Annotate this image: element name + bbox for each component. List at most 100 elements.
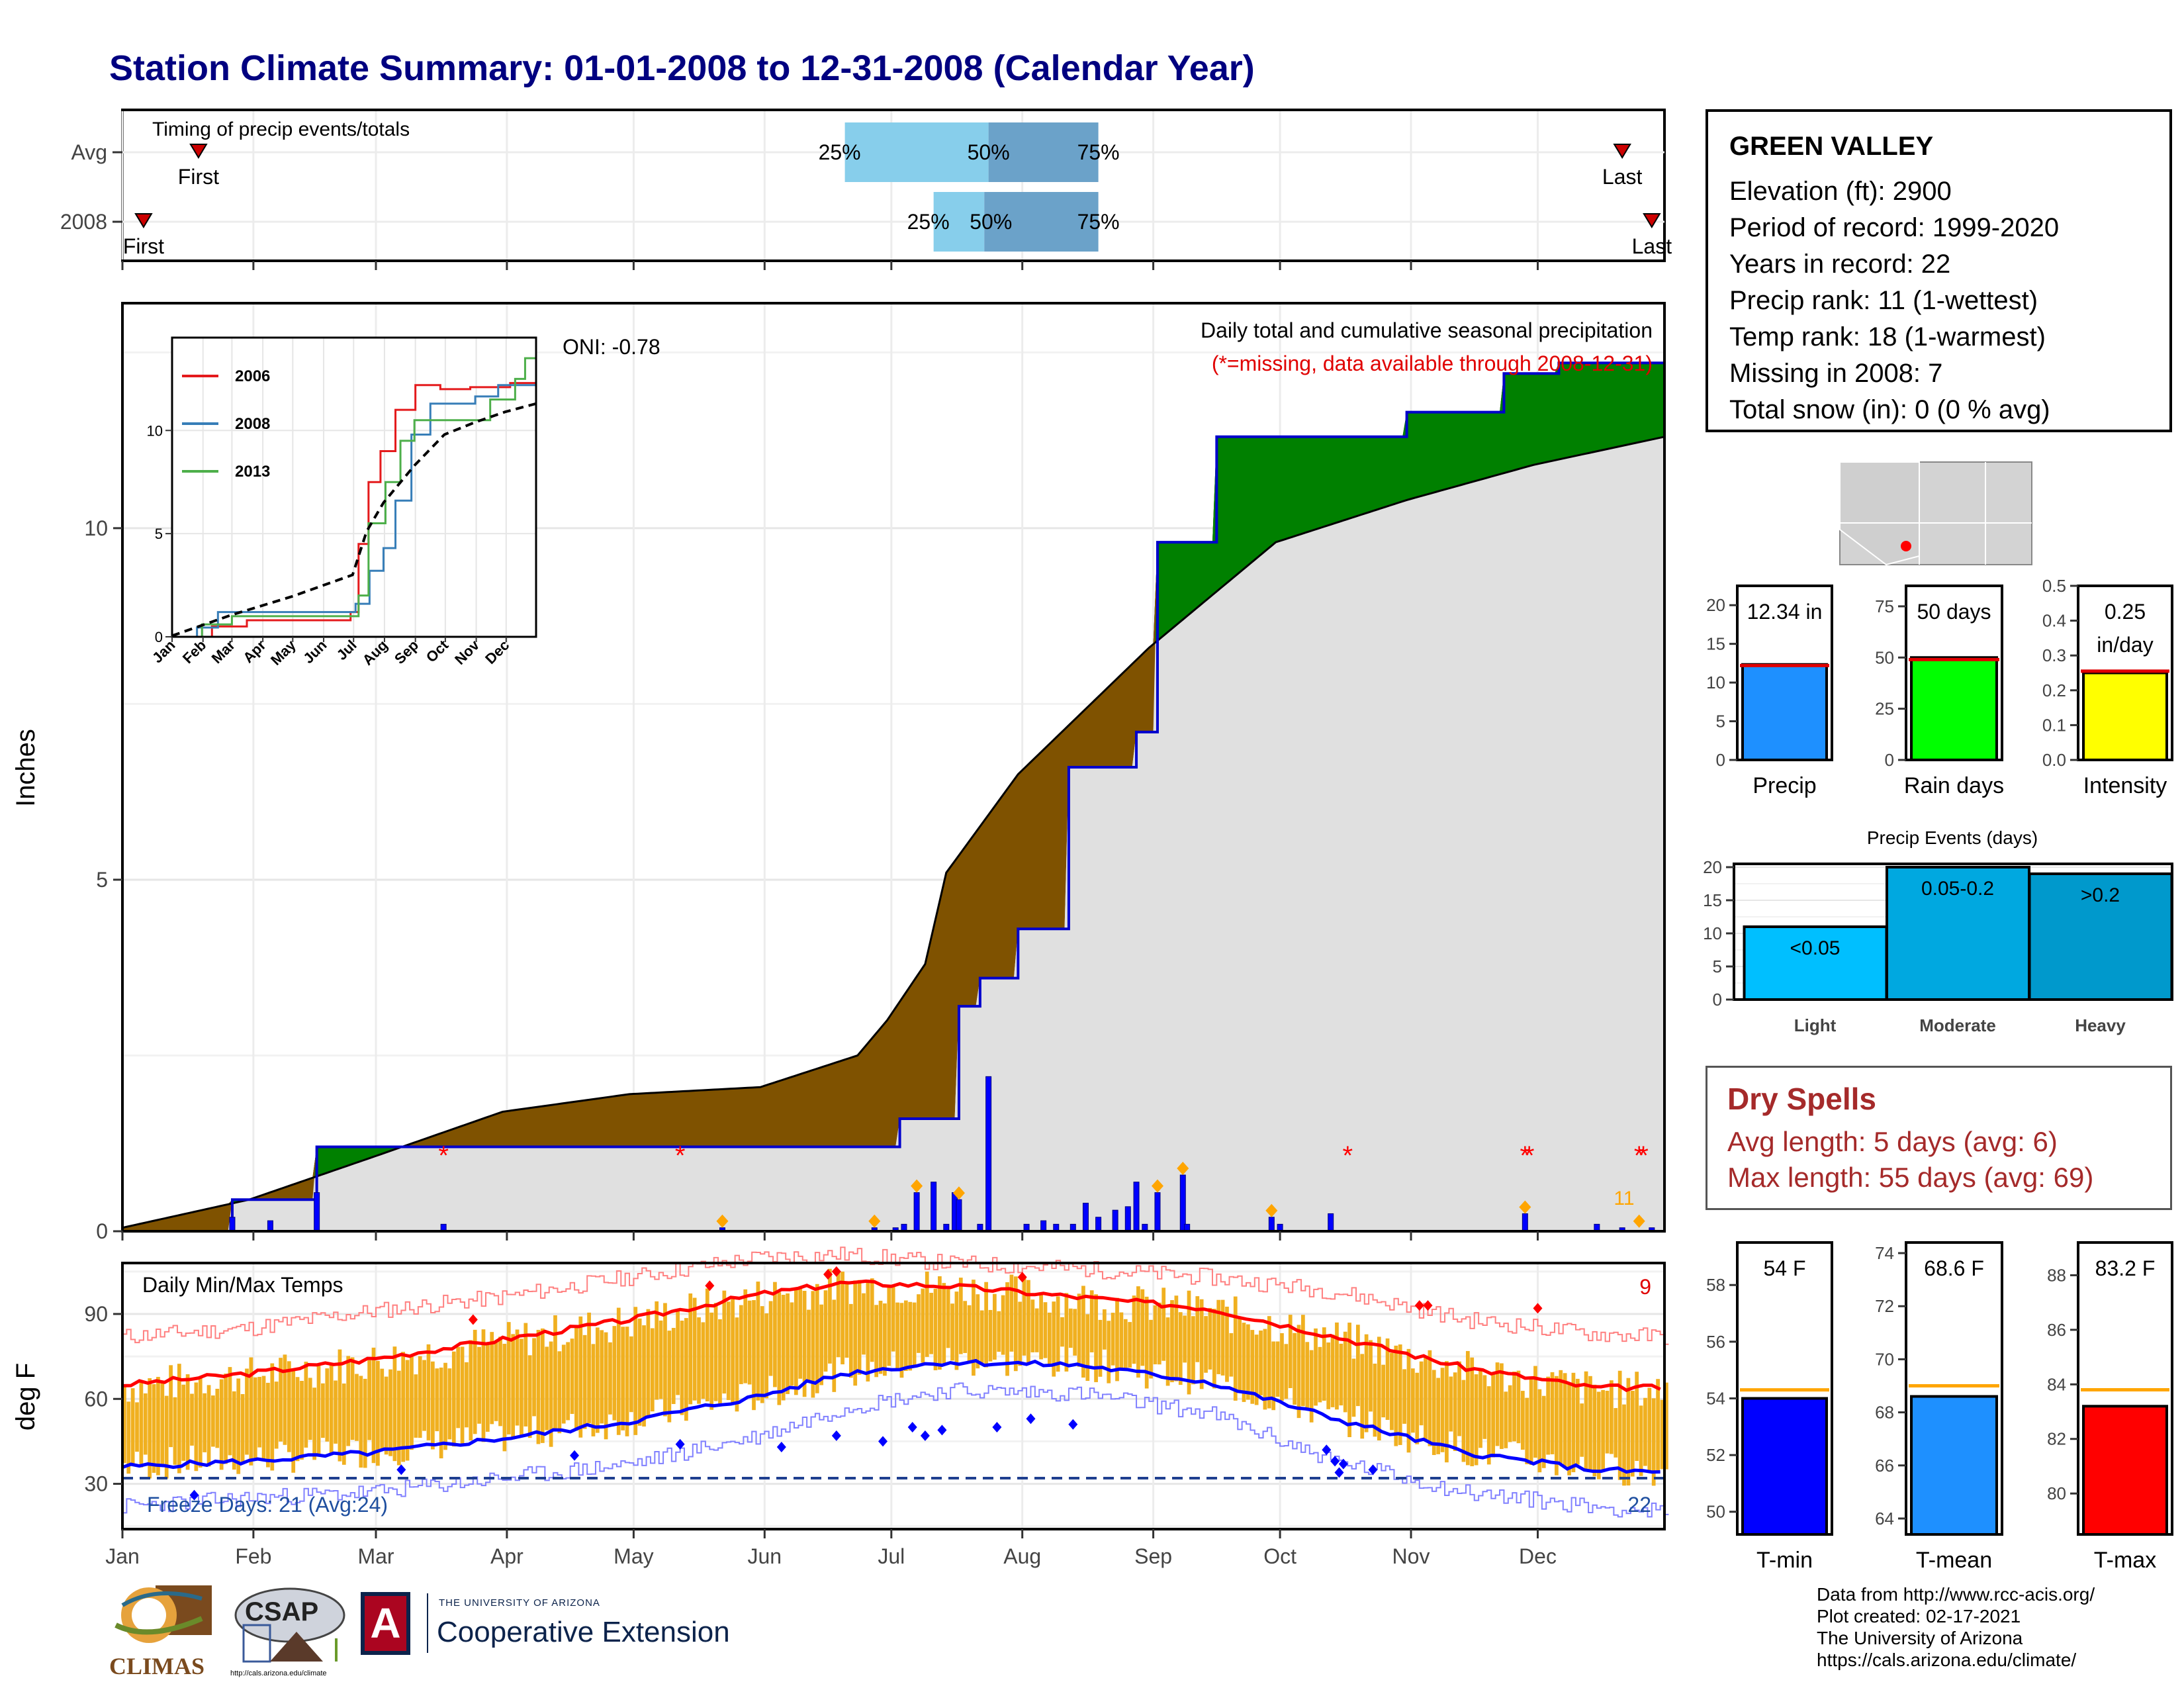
below-average-fill xyxy=(122,363,1664,1231)
tmax-value-label: 83.2 F xyxy=(2095,1256,2156,1280)
precip-y-tick-label: 5 xyxy=(1716,712,1725,731)
daily-temp-bar xyxy=(929,1293,933,1354)
daily-temp-bar xyxy=(308,1378,312,1440)
daily-temp-bar xyxy=(341,1383,346,1465)
daily-precip-bar xyxy=(1179,1174,1186,1232)
daily-temp-bar xyxy=(1555,1376,1559,1476)
daily-temp-bar xyxy=(477,1346,481,1424)
events-category-label: Light xyxy=(1794,1015,1837,1035)
daily-temp-bar xyxy=(1263,1329,1267,1410)
intensity-value-label: 0.25 xyxy=(2105,600,2146,624)
extreme-precip-marker xyxy=(1633,1214,1645,1228)
month-label: Jun xyxy=(748,1544,782,1568)
daily-temp-bar xyxy=(1656,1379,1660,1471)
daily-temp-bar xyxy=(494,1340,498,1421)
missing-day-marker: * xyxy=(1520,1141,1531,1170)
daily-temp-bar xyxy=(764,1313,769,1399)
quantile-label: 75% xyxy=(1077,210,1120,234)
daily-temp-bar xyxy=(1165,1317,1170,1386)
daily-temp-bar xyxy=(1220,1299,1225,1376)
daily-temp-bar xyxy=(1309,1350,1314,1423)
cold-day-marker xyxy=(831,1430,841,1441)
station-info-panel: GREEN VALLEY Elevation (ft): 2900 Period… xyxy=(1706,109,2172,432)
hot-day-marker xyxy=(468,1314,478,1325)
daily-temp-bar xyxy=(921,1288,925,1363)
daily-temp-bar xyxy=(718,1319,722,1407)
daily-temp-bar xyxy=(1280,1333,1284,1401)
daily-temp-bar xyxy=(1009,1274,1014,1352)
main-plot-frame xyxy=(121,302,1666,1233)
events-category-label: Heavy xyxy=(2075,1015,2126,1035)
daily-temp-bar xyxy=(177,1364,181,1474)
daily-temp-bar xyxy=(735,1317,739,1412)
daily-temp-bar xyxy=(731,1297,735,1405)
first-event-marker xyxy=(134,213,153,228)
daily-temp-bar xyxy=(1647,1387,1652,1471)
cold-day-marker xyxy=(920,1430,930,1441)
daily-temp-bar xyxy=(1520,1391,1525,1450)
quantile-label: 50% xyxy=(968,140,1010,164)
daily-temp-bar xyxy=(1406,1348,1411,1453)
daily-temp-bar xyxy=(676,1309,680,1395)
tmin-y-tick-label: 54 xyxy=(1706,1388,1725,1408)
first-event-marker xyxy=(189,144,208,159)
dry-spells-panel: Dry Spells Avg length: 5 days (avg: 6) M… xyxy=(1706,1066,2172,1210)
main-y-axis-label: Inches xyxy=(11,729,40,807)
daily-temp-bar xyxy=(1107,1321,1111,1383)
daily-temp-bar xyxy=(942,1283,946,1364)
daily-temp-bar xyxy=(338,1349,342,1462)
daily-temp-bar xyxy=(219,1379,224,1470)
daily-temp-bar xyxy=(245,1368,249,1455)
daily-temp-bar xyxy=(815,1284,819,1393)
daily-temp-bar xyxy=(1242,1323,1246,1402)
daily-temp-bar xyxy=(1132,1295,1136,1364)
daily-temp-bar xyxy=(1259,1330,1263,1395)
daily-temp-bar xyxy=(1537,1389,1542,1473)
daily-temp-bar xyxy=(853,1280,858,1386)
daily-temp-bar xyxy=(485,1344,490,1432)
inset-legend-label: 2006 xyxy=(235,367,270,385)
events-frame xyxy=(1733,863,2173,1001)
daily-temp-bar xyxy=(705,1288,709,1401)
daily-temp-bar xyxy=(329,1362,334,1455)
inset-line-2008 xyxy=(172,382,537,638)
missing-day-marker: * xyxy=(1634,1141,1645,1170)
daily-temp-bar xyxy=(346,1356,351,1446)
daily-temp-bar xyxy=(984,1282,988,1368)
daily-temp-bar xyxy=(1136,1286,1140,1378)
daily-temp-bar xyxy=(976,1294,980,1369)
daily-temp-bar xyxy=(828,1268,832,1364)
daily-temp-bar xyxy=(527,1355,532,1438)
events-y-tick-label: 0 xyxy=(1713,990,1722,1009)
cold-day-marker xyxy=(570,1450,580,1461)
daily-temp-bar xyxy=(1001,1295,1005,1355)
daily-temp-bar xyxy=(287,1361,291,1452)
daily-temp-bar xyxy=(570,1338,574,1414)
temp-y-tick-label: 60 xyxy=(84,1387,108,1411)
timing-row-label: 2008 xyxy=(60,210,107,234)
events-category-label: Moderate xyxy=(1919,1015,1996,1035)
daily-temp-bar xyxy=(612,1326,617,1421)
cold-day-marker xyxy=(937,1425,947,1436)
events-y-tick-label: 20 xyxy=(1703,857,1722,877)
tmax-y-tick-label: 84 xyxy=(2047,1374,2066,1394)
daily-temp-bar xyxy=(194,1382,199,1472)
daily-temp-bar xyxy=(1305,1342,1310,1409)
daily-temp-bar xyxy=(211,1395,215,1447)
main-y-tick-label: 5 xyxy=(96,868,108,892)
temperature-bars: 50 52 54 56 58 54 F T-min 64 66 68 70 72 74 68.6 F T-m… xyxy=(1706,1241,2173,1573)
daily-temp-bar xyxy=(811,1291,815,1398)
daily-temp-bar xyxy=(1482,1375,1487,1439)
cold-day-marker xyxy=(878,1436,888,1447)
raindays-y-tick-label: 0 xyxy=(1885,750,1894,770)
daily-temp-bar xyxy=(355,1374,359,1441)
daily-temp-bar xyxy=(540,1328,545,1443)
inset-y-tick-label: 5 xyxy=(155,526,163,542)
daily-temp-bar xyxy=(1474,1374,1479,1466)
extreme-precip-marker xyxy=(1151,1179,1163,1193)
tmean-y-tick-label: 72 xyxy=(1875,1296,1894,1316)
tmean-y-tick-label: 66 xyxy=(1875,1456,1894,1476)
daily-temp-bar xyxy=(1254,1335,1259,1405)
hot-day-marker xyxy=(1017,1272,1027,1283)
daily-temp-bar xyxy=(1643,1397,1647,1466)
